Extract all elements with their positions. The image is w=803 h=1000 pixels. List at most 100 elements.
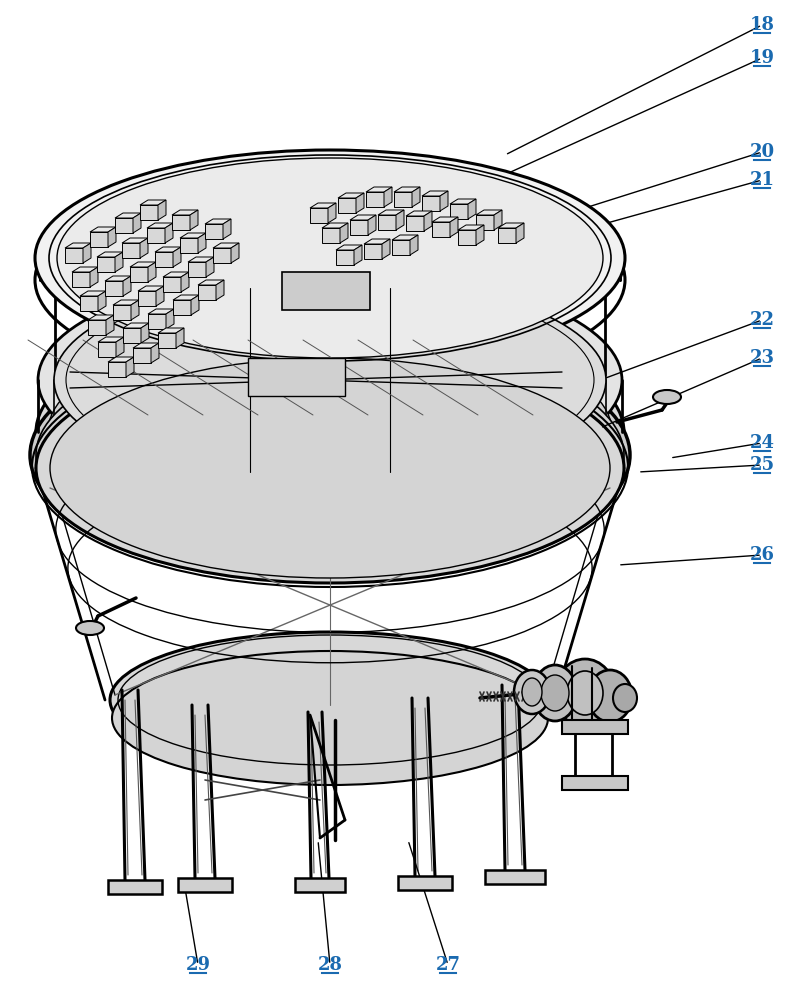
Polygon shape [198,233,206,253]
Polygon shape [151,343,159,363]
Polygon shape [188,262,206,277]
Polygon shape [406,211,431,216]
Polygon shape [108,357,134,362]
Polygon shape [72,267,98,272]
Polygon shape [384,187,392,207]
Polygon shape [122,238,148,243]
Polygon shape [165,223,173,243]
Polygon shape [130,267,148,282]
Polygon shape [98,337,124,342]
Polygon shape [356,193,364,213]
Polygon shape [422,191,447,196]
Polygon shape [423,211,431,231]
Polygon shape [497,228,516,243]
Polygon shape [113,300,139,305]
Polygon shape [205,224,222,239]
Polygon shape [90,232,108,247]
Polygon shape [450,199,475,204]
Polygon shape [198,285,216,300]
Polygon shape [65,248,83,263]
Polygon shape [431,222,450,237]
Polygon shape [158,200,165,220]
Polygon shape [176,328,184,348]
Polygon shape [105,276,131,281]
Polygon shape [83,243,91,263]
Polygon shape [337,198,356,213]
Polygon shape [113,305,131,320]
Polygon shape [422,196,439,211]
Polygon shape [148,314,165,329]
Polygon shape [165,309,173,329]
Polygon shape [115,213,141,218]
Polygon shape [295,878,344,892]
Ellipse shape [540,675,569,711]
Polygon shape [155,252,173,267]
Ellipse shape [30,333,630,577]
Polygon shape [163,272,189,277]
Polygon shape [365,187,392,192]
Polygon shape [88,320,106,335]
Polygon shape [172,215,190,230]
Polygon shape [155,247,181,252]
Polygon shape [377,215,396,230]
Text: 26: 26 [748,546,773,564]
Polygon shape [397,876,451,890]
Polygon shape [475,210,501,215]
Text: 18: 18 [748,16,773,34]
Polygon shape [123,276,131,296]
Polygon shape [131,300,139,320]
Polygon shape [336,245,361,250]
Polygon shape [180,238,198,253]
Ellipse shape [36,339,623,571]
Polygon shape [106,315,114,335]
Text: 20: 20 [748,143,773,161]
Polygon shape [393,192,411,207]
Ellipse shape [36,353,623,583]
Polygon shape [191,295,199,315]
Polygon shape [98,291,106,311]
Polygon shape [163,277,181,292]
Polygon shape [115,218,132,233]
Polygon shape [108,880,161,894]
Polygon shape [205,219,230,224]
Polygon shape [328,203,336,223]
Ellipse shape [612,684,636,712]
Polygon shape [97,257,115,272]
Polygon shape [439,191,447,211]
Polygon shape [450,204,467,219]
Polygon shape [105,281,123,296]
Polygon shape [130,262,156,267]
Text: 21: 21 [748,171,773,189]
Text: 24: 24 [748,434,773,452]
Polygon shape [148,309,173,314]
Polygon shape [148,262,156,282]
Polygon shape [140,238,148,258]
Polygon shape [349,220,368,235]
Polygon shape [349,215,376,220]
Polygon shape [431,217,458,222]
Polygon shape [450,217,458,237]
Polygon shape [138,291,156,306]
Ellipse shape [57,158,602,358]
Polygon shape [365,192,384,207]
Polygon shape [475,215,493,230]
Ellipse shape [110,632,549,768]
Polygon shape [198,280,224,285]
Polygon shape [392,240,410,255]
Ellipse shape [36,318,623,546]
Polygon shape [381,239,389,259]
Text: 29: 29 [185,956,210,974]
Polygon shape [80,291,106,296]
Polygon shape [364,239,389,244]
Polygon shape [561,720,627,734]
Polygon shape [467,199,475,219]
Polygon shape [173,300,191,315]
Polygon shape [180,233,206,238]
Polygon shape [65,243,91,248]
Polygon shape [222,219,230,239]
Polygon shape [188,257,214,262]
Polygon shape [364,244,381,259]
Polygon shape [116,337,124,357]
Polygon shape [72,272,90,287]
Polygon shape [123,328,141,343]
